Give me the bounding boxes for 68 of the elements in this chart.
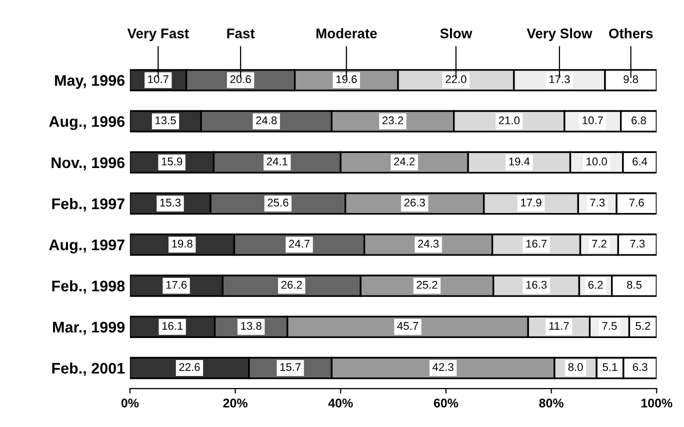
- data-label: 24.3: [418, 240, 439, 248]
- data-label: 13.5: [156, 116, 176, 124]
- data-label: 6.3: [632, 363, 648, 371]
- data-label: 24.7: [289, 240, 310, 248]
- y-tick-label: May, 1996: [55, 75, 125, 89]
- data-label: 10.7: [582, 116, 603, 124]
- data-label: 16.1: [162, 322, 183, 330]
- data-label: 26.2: [281, 280, 302, 289]
- data-label: 19.4: [509, 158, 530, 166]
- data-label: 22.0: [446, 75, 466, 84]
- x-tick-label: 100%: [641, 398, 672, 408]
- data-label: 5.1: [602, 363, 618, 371]
- x-tick-label: 0%: [121, 398, 139, 408]
- data-label: 25.2: [416, 280, 438, 289]
- text: Others: [609, 28, 653, 38]
- y-tick-label: Nov., 1996: [52, 157, 125, 170]
- data-label: 15.9: [162, 158, 182, 166]
- data-label: 15.7: [280, 363, 301, 371]
- data-label: 22.6: [179, 363, 200, 371]
- data-label: 7.3: [590, 198, 605, 207]
- y-tick-label: Mar., 1999: [53, 322, 125, 335]
- x-tick-label: 60%: [434, 398, 458, 408]
- data-label: 17.3: [550, 75, 570, 84]
- data-label: 6.8: [632, 116, 646, 124]
- data-label: 8.0: [568, 363, 583, 371]
- data-label: 19.8: [172, 240, 192, 248]
- text: Very Slow: [526, 28, 592, 42]
- data-label: 42.3: [432, 363, 454, 371]
- data-label: 24.2: [394, 158, 415, 166]
- text: Fast: [227, 28, 255, 38]
- data-label: 26.3: [404, 198, 425, 207]
- data-label: 23.2: [382, 116, 404, 124]
- data-label: 24.1: [266, 158, 288, 166]
- data-label: 45.7: [397, 322, 418, 330]
- data-label: 21.0: [498, 116, 520, 124]
- data-label: 7.2: [592, 240, 606, 248]
- data-label: 17.9: [521, 198, 542, 207]
- data-label: 25.6: [268, 198, 288, 207]
- text: Moderate: [316, 28, 377, 38]
- x-tick-label: 40%: [328, 398, 353, 408]
- data-label: 8.5: [627, 280, 642, 289]
- y-tick-label: Feb., 1998: [52, 280, 125, 294]
- data-label: 10.7: [148, 75, 168, 84]
- data-label: 16.7: [526, 240, 547, 248]
- data-label: 24.8: [256, 116, 277, 124]
- data-label: 11.7: [549, 322, 569, 330]
- data-label: 5.2: [636, 322, 650, 330]
- x-tick-label: 20%: [223, 398, 248, 408]
- data-label: 7.5: [602, 322, 617, 330]
- x-tick-label: 80%: [539, 398, 564, 408]
- y-tick-label: Aug., 1996: [49, 116, 125, 130]
- data-label: 9.8: [624, 75, 638, 84]
- y-tick-label: Feb., 1997: [52, 198, 124, 212]
- data-label: 6.2: [588, 280, 603, 289]
- data-label: 15.3: [160, 198, 181, 207]
- data-label: 10.0: [586, 158, 607, 166]
- y-tick-label: Feb., 2001: [52, 362, 125, 376]
- data-label: 6.4: [632, 158, 648, 166]
- data-label: 17.6: [166, 280, 187, 289]
- data-label: 16.3: [526, 280, 547, 289]
- data-label: 20.6: [230, 75, 251, 84]
- y-tick-label: Aug., 1997: [49, 239, 124, 254]
- data-label: 7.6: [629, 198, 644, 207]
- data-label: 7.3: [630, 240, 645, 248]
- text: Very Fast: [127, 28, 189, 42]
- data-label: 13.8: [241, 322, 262, 330]
- data-label: 19.6: [336, 75, 357, 84]
- text: Slow: [440, 28, 472, 38]
